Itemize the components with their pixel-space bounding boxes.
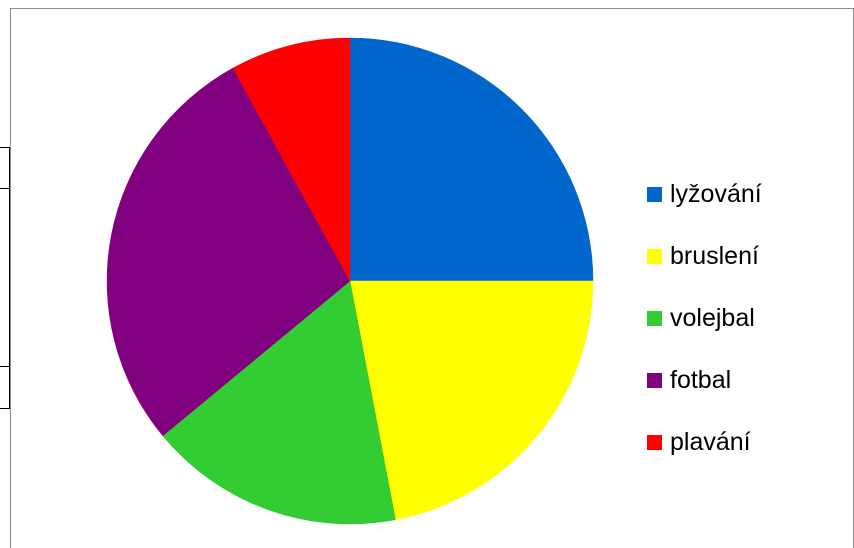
legend-item: volejbal: [647, 303, 762, 333]
legend-swatch: [647, 248, 662, 264]
legend-item: plavání: [647, 427, 762, 457]
legend-label: bruslení: [670, 241, 759, 270]
chart-legend: lyžování bruslení volejbal fotbal plavání: [647, 179, 762, 489]
legend-item: fotbal: [647, 365, 762, 395]
table-fragment: [0, 147, 10, 409]
legend-item: bruslení: [647, 241, 762, 271]
pie-slice-4[interactable]: [232, 37, 351, 282]
legend-label: fotbal: [670, 365, 732, 394]
legend-swatch: [647, 372, 662, 388]
pie-slice-3[interactable]: [106, 67, 351, 437]
pie-slice-2[interactable]: [162, 280, 396, 525]
table-row-line: [0, 366, 10, 367]
legend-swatch: [647, 186, 662, 202]
legend-item: lyžování: [647, 179, 762, 209]
pie-slice-0[interactable]: [349, 37, 594, 282]
legend-label: plavání: [670, 427, 751, 456]
pie-slice-1[interactable]: [349, 280, 594, 520]
legend-label: volejbal: [670, 303, 755, 332]
table-row-line: [0, 188, 10, 189]
legend-swatch: [647, 434, 662, 450]
pie-chart: [106, 37, 594, 525]
legend-label: lyžování: [670, 179, 762, 208]
legend-swatch: [647, 310, 662, 326]
chart-frame[interactable]: lyžování bruslení volejbal fotbal plavání: [10, 8, 854, 548]
